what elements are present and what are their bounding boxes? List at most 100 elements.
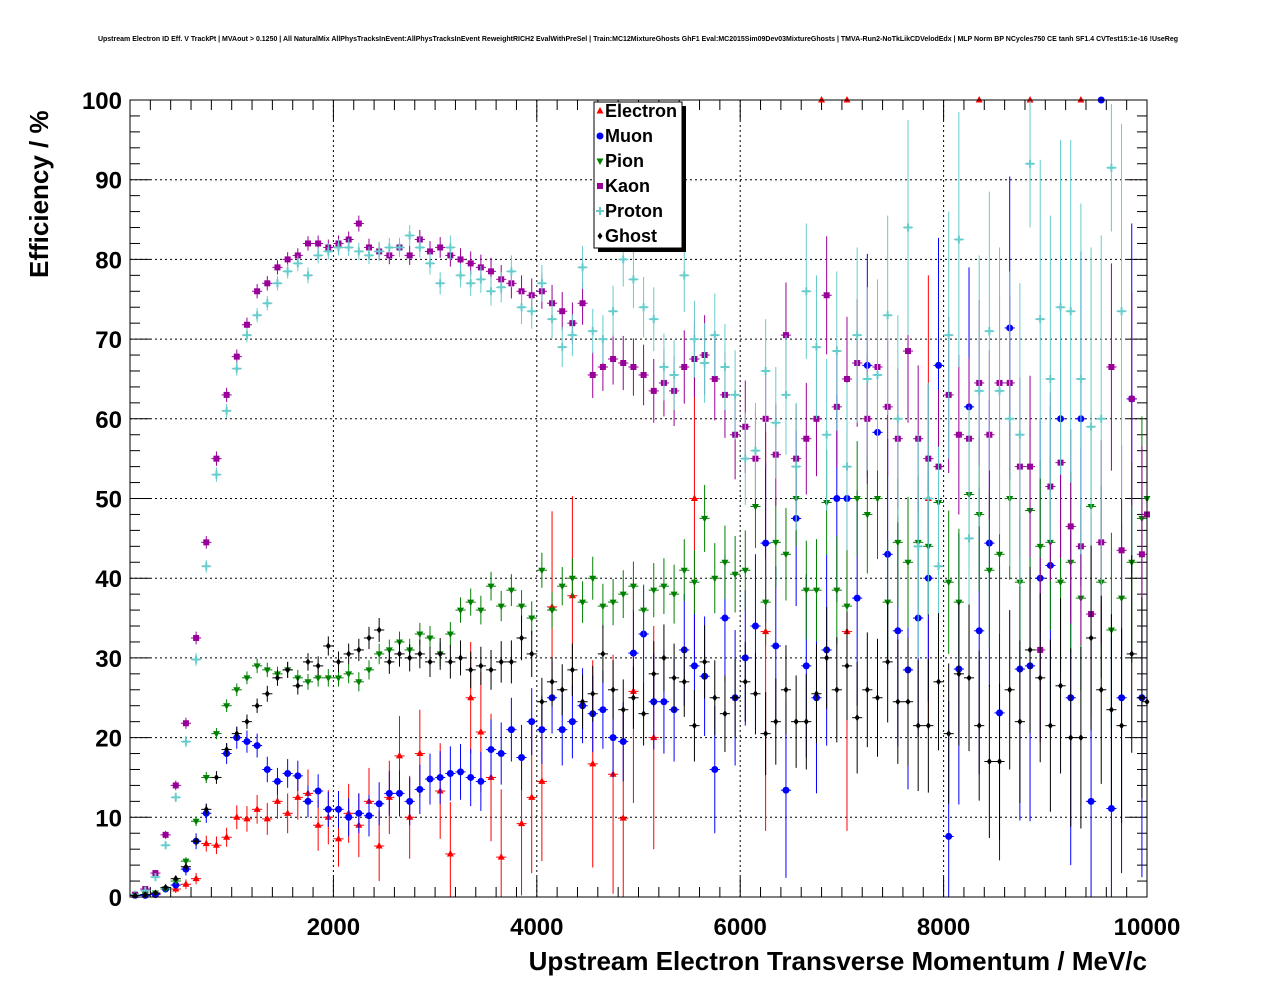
marker bbox=[1077, 96, 1085, 103]
marker bbox=[1097, 414, 1106, 423]
data-point-muon bbox=[526, 688, 537, 756]
y-tick-label: 30 bbox=[95, 646, 122, 673]
data-point-ghost bbox=[597, 625, 608, 683]
data-point-ghost bbox=[831, 637, 842, 743]
data-point-pion bbox=[241, 671, 253, 685]
marker bbox=[944, 331, 953, 340]
marker bbox=[458, 654, 464, 662]
data-point-ghost bbox=[892, 639, 903, 764]
data-point-muon bbox=[567, 684, 578, 759]
data-point-proton bbox=[221, 403, 232, 419]
marker bbox=[243, 675, 251, 682]
marker bbox=[538, 777, 546, 784]
data-point-proton bbox=[526, 293, 537, 329]
marker bbox=[406, 797, 414, 805]
marker bbox=[873, 496, 881, 503]
marker bbox=[223, 833, 231, 840]
data-point-ghost bbox=[750, 653, 761, 735]
marker bbox=[223, 391, 230, 398]
data-point-pion bbox=[424, 626, 436, 650]
marker bbox=[232, 364, 241, 373]
data-point-proton bbox=[953, 111, 964, 367]
marker bbox=[364, 251, 373, 260]
data-point-ghost bbox=[435, 637, 446, 670]
marker bbox=[487, 746, 495, 754]
marker bbox=[335, 658, 341, 666]
legend-marker bbox=[596, 207, 604, 215]
data-point-proton bbox=[211, 467, 222, 482]
marker bbox=[264, 690, 270, 698]
marker bbox=[598, 335, 607, 344]
marker bbox=[1068, 734, 1074, 742]
marker bbox=[437, 650, 443, 658]
data-point-ghost bbox=[709, 660, 720, 736]
data-point-kaon bbox=[648, 359, 659, 423]
marker bbox=[782, 551, 790, 559]
marker bbox=[243, 321, 250, 328]
marker bbox=[303, 271, 312, 280]
data-point-proton bbox=[862, 287, 873, 471]
marker bbox=[1067, 523, 1074, 530]
data-point-proton bbox=[313, 247, 324, 264]
data-point-ghost bbox=[974, 650, 985, 801]
data-point-muon bbox=[465, 748, 476, 807]
legend-entry-muon: Muon bbox=[596, 126, 653, 146]
marker bbox=[467, 693, 475, 701]
marker bbox=[722, 710, 728, 718]
marker bbox=[589, 575, 597, 583]
marker bbox=[568, 331, 577, 340]
data-point-proton bbox=[252, 308, 263, 323]
data-point-ghost bbox=[180, 862, 192, 871]
marker bbox=[710, 331, 719, 340]
data-point-muon bbox=[394, 770, 405, 817]
data-point-ghost bbox=[404, 644, 415, 672]
data-point-ghost bbox=[414, 639, 425, 669]
data-point-pion bbox=[689, 550, 700, 615]
data-point-pion bbox=[831, 535, 842, 645]
data-point-ghost bbox=[648, 641, 659, 707]
data-point-pion bbox=[709, 543, 720, 614]
marker bbox=[213, 455, 220, 462]
marker bbox=[690, 335, 699, 344]
data-point-proton bbox=[536, 264, 547, 302]
legend-marker bbox=[596, 107, 604, 114]
data-point-pion bbox=[343, 664, 354, 684]
data-point-ghost bbox=[374, 618, 385, 642]
marker bbox=[427, 248, 434, 255]
data-point-pion bbox=[740, 530, 751, 611]
marker bbox=[731, 571, 739, 579]
marker bbox=[315, 240, 322, 247]
marker bbox=[477, 777, 485, 785]
marker bbox=[893, 414, 902, 423]
data-point-electron bbox=[231, 805, 242, 830]
marker bbox=[802, 287, 811, 296]
marker bbox=[203, 539, 210, 546]
marker bbox=[324, 805, 332, 813]
data-point-ghost bbox=[730, 658, 741, 737]
legend-label: Proton bbox=[605, 201, 663, 221]
marker bbox=[274, 674, 280, 682]
marker bbox=[894, 627, 902, 635]
marker bbox=[528, 718, 536, 726]
marker bbox=[670, 591, 678, 599]
data-point-ghost bbox=[882, 601, 893, 723]
data-point-ghost bbox=[262, 685, 273, 702]
marker bbox=[1037, 674, 1043, 682]
data-point-ghost bbox=[791, 675, 802, 768]
marker bbox=[864, 686, 870, 694]
marker bbox=[905, 348, 912, 355]
marker bbox=[579, 300, 586, 307]
marker bbox=[529, 650, 535, 658]
data-point-pion bbox=[648, 563, 659, 618]
data-point-proton bbox=[180, 736, 192, 748]
data-point-proton bbox=[1065, 139, 1076, 483]
data-point-electron bbox=[1075, 96, 1086, 103]
marker bbox=[670, 370, 679, 379]
marker bbox=[609, 734, 617, 742]
marker bbox=[609, 307, 618, 316]
marker bbox=[813, 690, 819, 698]
marker bbox=[832, 347, 841, 356]
marker bbox=[1066, 307, 1075, 316]
marker bbox=[700, 359, 709, 368]
data-point-electron bbox=[191, 873, 202, 885]
